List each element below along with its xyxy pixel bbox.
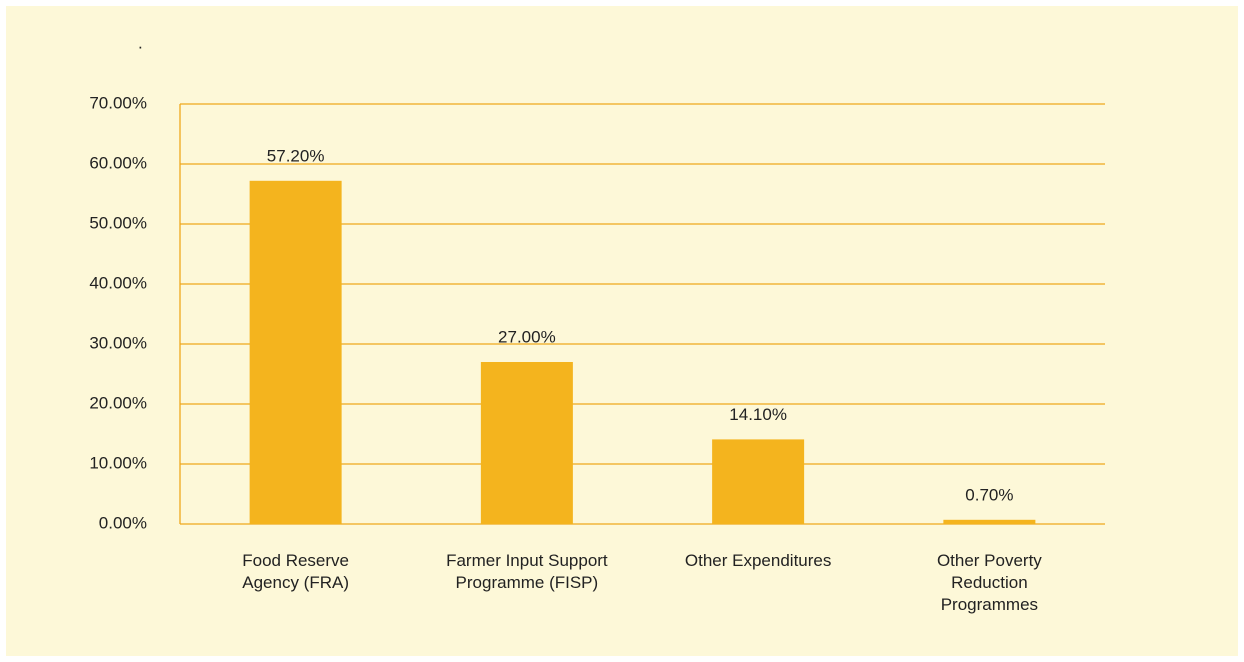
data-label: 27.00% <box>498 327 556 346</box>
bar <box>480 362 573 524</box>
y-tick-label: 10.00% <box>89 453 147 472</box>
y-tick-label: 40.00% <box>89 273 147 292</box>
data-label: 0.70% <box>965 485 1013 504</box>
data-label: 14.10% <box>729 405 787 424</box>
y-tick-label: 50.00% <box>89 213 147 232</box>
bar <box>943 519 1036 524</box>
y-tick-label: 60.00% <box>89 153 147 172</box>
x-tick-label: Food Reserve Agency (FRA) <box>242 551 350 592</box>
y-tick-label: 30.00% <box>89 333 147 352</box>
chart-background <box>6 6 1238 656</box>
bar <box>712 439 805 524</box>
y-tick-label: 0.00% <box>99 513 147 532</box>
x-tick-label: Farmer Input Support Programme (FISP) <box>446 551 608 592</box>
y-tick-label: 70.00% <box>89 93 147 112</box>
data-label: 57.20% <box>267 146 325 165</box>
bar <box>249 180 342 525</box>
y-tick-label: 20.00% <box>89 393 147 412</box>
x-tick-label: Other Expenditures <box>684 551 832 570</box>
x-tick-label: Other Poverty Reduction Programmes <box>936 551 1042 614</box>
chart-title: . <box>138 33 143 52</box>
